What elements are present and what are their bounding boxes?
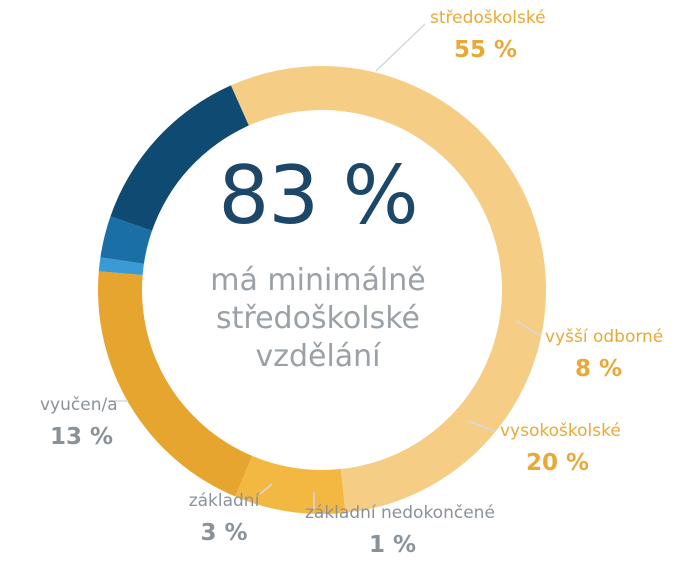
center-value: 83 % <box>218 149 418 242</box>
center-caption-line: vzdělání <box>255 339 381 374</box>
slice-label-text: základní <box>188 491 260 511</box>
slice-label-vyucen-a: vyučen/a 13 % <box>40 395 118 451</box>
leader-line-vyssi-odborne <box>515 320 542 337</box>
donut-slice-vyssi-odborne <box>235 455 346 514</box>
slice-percent-text: 3 % <box>200 520 248 546</box>
donut-slice-stredoskolske <box>230 66 546 513</box>
donut-slice-vyucen-a <box>110 85 249 231</box>
leader-line-stredoskolske <box>375 23 426 72</box>
slice-percent-text: 1 % <box>369 532 417 558</box>
slice-label-stredoskolske: středoškolské 55 % <box>430 8 546 64</box>
slice-label-text: vysokoškolské <box>500 421 621 441</box>
donut-slice-vysokoskolske <box>97 271 253 497</box>
slice-label-text: vyučen/a <box>40 395 118 415</box>
slice-label-zakladni-nedokoncene: základní nedokončené 1 % <box>305 503 495 559</box>
slice-label-vysokoskolske: vysokoškolské 20 % <box>500 421 621 477</box>
slice-percent-text: 8 % <box>575 356 623 382</box>
leader-lines <box>108 23 542 509</box>
center-caption-line: má minimálně <box>210 263 426 298</box>
slice-percent-text: 13 % <box>50 424 114 450</box>
slice-label-zakladni: základní 3 % <box>188 491 260 547</box>
donut-slice-zakladni <box>100 216 153 264</box>
slice-label-text: středoškolské <box>430 8 546 28</box>
slice-label-text: vyšší odborné <box>545 327 664 347</box>
slice-percent-text: 55 % <box>454 37 518 63</box>
donut-slice-zakladni-nedokoncene <box>98 257 144 275</box>
slice-label-vyssi-odborne: vyšší odborné 8 % <box>545 327 663 383</box>
center-caption: má minimálně středoškolské vzdělání <box>158 262 478 376</box>
slice-label-text: základní nedokončené <box>305 503 495 523</box>
donut-slices <box>97 66 546 514</box>
leader-line-zakladni <box>259 483 273 495</box>
center-caption-line: středoškolské <box>216 301 420 336</box>
leader-line-vysokoskolske <box>467 420 495 432</box>
slice-percent-text: 20 % <box>526 450 590 476</box>
